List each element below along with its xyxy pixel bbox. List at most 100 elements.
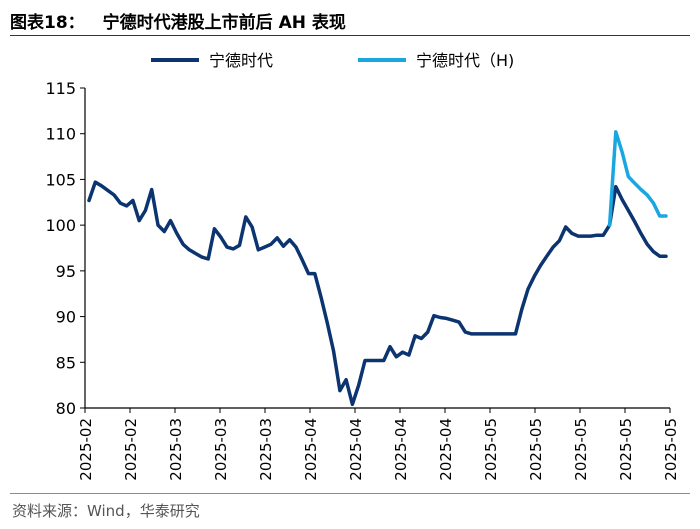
x-tick-label: 2025-05 xyxy=(572,418,590,481)
data-point-0 xyxy=(144,209,147,212)
data-point-0 xyxy=(470,333,473,335)
data-point-0 xyxy=(119,202,121,204)
data-point-0 xyxy=(546,255,548,257)
y-tick-label: 85 xyxy=(56,353,76,372)
data-point-0 xyxy=(94,181,96,183)
y-tick-label: 80 xyxy=(56,399,76,418)
data-point-0 xyxy=(464,331,466,333)
data-point-0 xyxy=(433,315,435,317)
data-point-1 xyxy=(640,188,642,191)
legend-label-0: 宁德时代 xyxy=(209,51,273,70)
data-point-0 xyxy=(389,346,391,348)
data-point-0 xyxy=(295,246,297,248)
data-point-0 xyxy=(477,333,479,335)
x-tick-label: 2025-04 xyxy=(392,418,410,481)
x-tick-label: 2025-04 xyxy=(347,418,365,481)
data-point-0 xyxy=(552,246,554,248)
data-point-1 xyxy=(665,215,667,217)
data-point-0 xyxy=(314,273,316,275)
data-point-0 xyxy=(213,228,216,230)
data-point-0 xyxy=(565,226,567,228)
data-point-0 xyxy=(332,350,335,352)
x-tick-label: 2025-03 xyxy=(167,418,185,481)
data-point-0 xyxy=(414,335,416,337)
data-point-0 xyxy=(251,226,253,228)
data-point-0 xyxy=(182,243,184,245)
data-point-0 xyxy=(270,243,272,245)
data-point-0 xyxy=(659,255,661,257)
data-point-0 xyxy=(307,273,310,275)
data-point-0 xyxy=(458,321,460,323)
data-point-0 xyxy=(351,403,354,405)
data-point-0 xyxy=(88,199,90,202)
data-point-1 xyxy=(627,176,629,178)
data-point-0 xyxy=(132,199,134,202)
data-point-0 xyxy=(107,189,109,191)
footer-divider xyxy=(10,493,690,494)
line-chart: 80 85 90 95 100 105 110 115 2025-02 2025-02 2025-0… xyxy=(45,51,680,481)
data-point-0 xyxy=(496,333,498,335)
data-point-0 xyxy=(401,351,404,353)
data-point-0 xyxy=(358,384,360,386)
data-point-0 xyxy=(602,234,604,236)
data-point-0 xyxy=(220,236,222,238)
x-tick-label: 2025-05 xyxy=(617,418,635,481)
data-point-0 xyxy=(195,252,197,255)
x-tick-label: 2025-04 xyxy=(437,418,455,481)
series-line-0 xyxy=(87,180,668,407)
data-point-0 xyxy=(420,337,423,340)
data-point-0 xyxy=(583,235,586,237)
data-point-0 xyxy=(138,219,140,222)
data-point-1 xyxy=(621,151,623,153)
data-point-0 xyxy=(264,246,266,248)
y-tick-label: 100 xyxy=(45,216,76,235)
x-tick-label: 2025-03 xyxy=(212,418,230,481)
data-point-1 xyxy=(615,131,617,133)
data-point-0 xyxy=(364,359,366,362)
data-point-0 xyxy=(126,205,128,207)
data-point-0 xyxy=(339,390,341,392)
data-point-0 xyxy=(326,322,328,324)
data-point-0 xyxy=(257,249,259,251)
data-point-0 xyxy=(571,232,573,234)
data-point-0 xyxy=(232,248,234,250)
data-point-0 xyxy=(276,237,278,239)
y-tick-label: 95 xyxy=(56,262,76,281)
data-point-0 xyxy=(621,198,623,201)
data-point-0 xyxy=(370,359,372,362)
x-tick-label: 2025-02 xyxy=(77,418,95,481)
x-tick-label: 2025-02 xyxy=(122,418,140,481)
data-point-0 xyxy=(395,356,397,358)
legend-label-1: 宁德时代（H) xyxy=(416,51,514,70)
data-point-0 xyxy=(226,246,228,248)
series-line-1 xyxy=(607,130,668,227)
data-point-0 xyxy=(590,235,592,237)
data-point-0 xyxy=(201,256,203,258)
data-point-0 xyxy=(445,317,448,319)
data-point-0 xyxy=(508,333,510,335)
data-point-1 xyxy=(652,202,655,204)
y-tick-label: 90 xyxy=(56,308,76,327)
data-point-0 xyxy=(627,209,629,212)
data-point-0 xyxy=(652,251,655,253)
data-point-0 xyxy=(320,296,322,298)
x-tick-label: 2025-05 xyxy=(527,418,545,481)
figure-label: 图表18： xyxy=(10,13,85,33)
data-point-0 xyxy=(489,333,491,335)
data-point-0 xyxy=(665,255,667,257)
data-point-0 xyxy=(151,188,153,191)
data-point-1 xyxy=(659,215,661,217)
data-point-0 xyxy=(163,230,165,233)
x-tick-label: 2025-04 xyxy=(302,418,320,481)
y-tick-label: 110 xyxy=(45,125,76,144)
data-point-0 xyxy=(452,319,454,321)
figure-title-text: 宁德时代港股上市前后 AH 表现 xyxy=(102,13,346,33)
data-point-0 xyxy=(521,308,523,310)
source-note: 资料来源：Wind，华泰研究 xyxy=(12,502,200,520)
data-point-0 xyxy=(527,288,529,290)
data-point-0 xyxy=(100,185,103,187)
data-point-0 xyxy=(301,259,303,261)
data-point-0 xyxy=(176,232,178,234)
data-point-0 xyxy=(514,333,517,335)
data-point-0 xyxy=(157,224,159,226)
